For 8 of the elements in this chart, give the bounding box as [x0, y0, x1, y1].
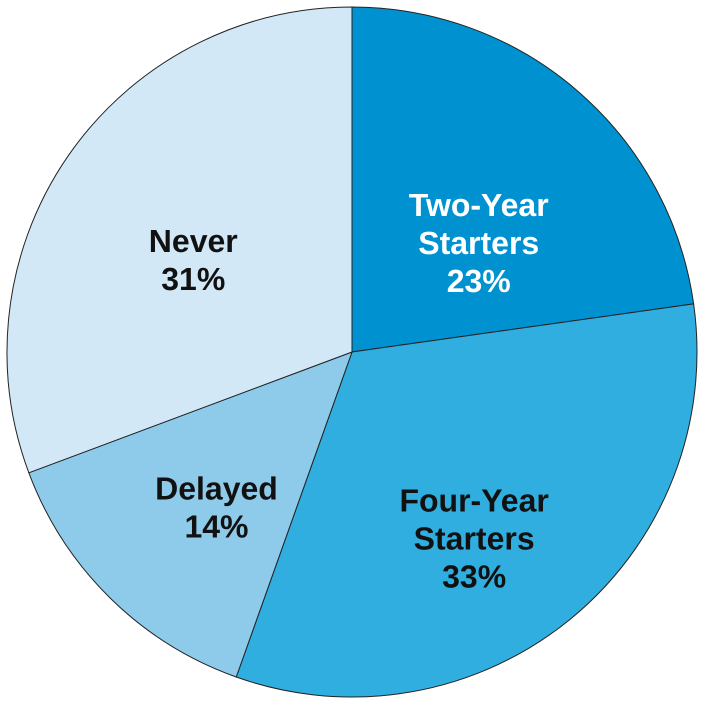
data-label: 23%	[446, 263, 511, 300]
slice-label: Delayed	[155, 470, 278, 507]
slice-label: Never	[148, 222, 238, 259]
data-label: 31%	[161, 260, 226, 297]
slice-label: Four-Year Starters	[399, 482, 549, 557]
data-label: 14%	[184, 508, 248, 545]
data-label: 33%	[442, 558, 506, 595]
slice-label: Two-Year Starters	[408, 187, 549, 262]
